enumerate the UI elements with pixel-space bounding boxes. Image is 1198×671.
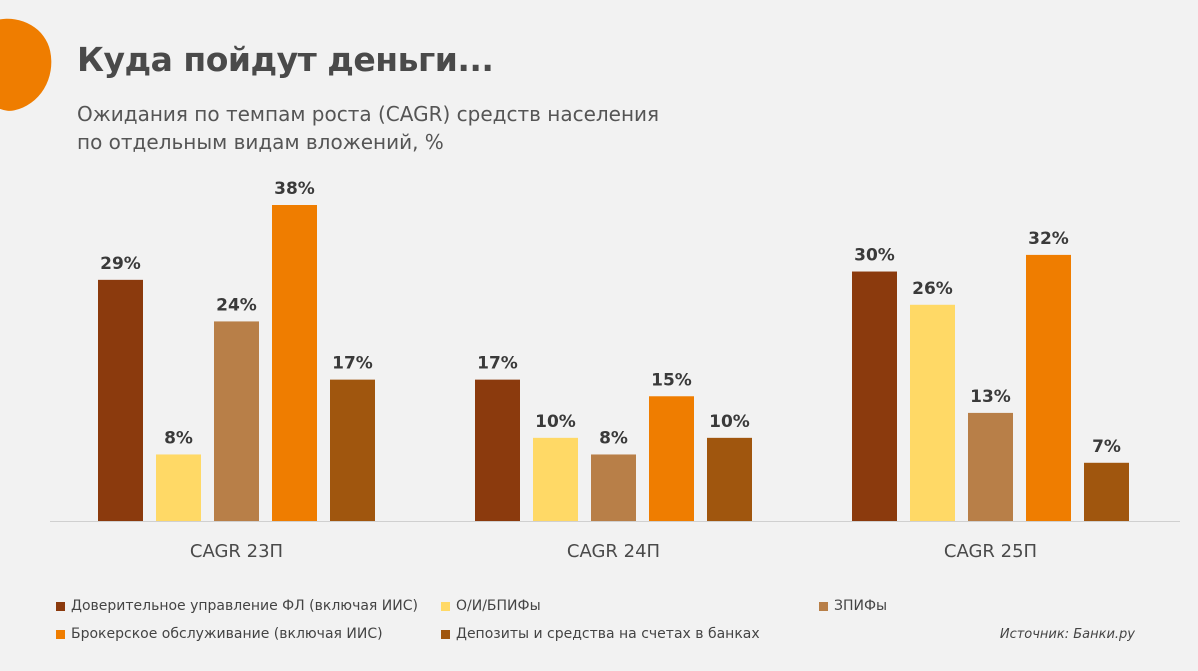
subtitle-line-1: Ожидания по темпам роста (CAGR) средств … (77, 102, 660, 126)
bar (272, 205, 317, 521)
bar (852, 271, 897, 521)
legend-item-open-funds: О/И/БПИФы (441, 598, 541, 614)
data-label: 10% (535, 412, 576, 432)
page-title: Куда пойдут деньги... (77, 40, 494, 79)
data-label: 29% (100, 254, 141, 274)
bar (330, 379, 375, 521)
data-label: 13% (970, 387, 1011, 407)
data-label: 32% (1028, 229, 1069, 249)
legend-item-deposits: Депозиты и средства на счетах в банках (441, 626, 760, 642)
source-note: Источник: Банки.ру (999, 627, 1135, 642)
data-label: 8% (164, 428, 193, 448)
bar (707, 437, 752, 521)
legend-swatch (56, 601, 65, 611)
data-label: 8% (599, 428, 628, 448)
data-label: 30% (854, 246, 895, 266)
data-label: 17% (332, 354, 373, 374)
data-label: 38% (274, 179, 315, 199)
legend-label: Депозиты и средства на счетах в банках (456, 626, 760, 642)
data-label: 24% (216, 295, 257, 315)
legend-item-trust-management: Доверительное управление ФЛ (включая ИИС… (56, 598, 418, 614)
subtitle-line-2: по отдельным видам вложений, % (77, 130, 444, 154)
bar (98, 279, 143, 521)
chart-subtitle: Ожидания по темпам роста (CAGR) средств … (77, 100, 659, 156)
legend-label: Доверительное управление ФЛ (включая ИИС… (71, 598, 418, 614)
data-label: 7% (1092, 437, 1121, 457)
category-label: CAGR 24П (567, 541, 660, 562)
category-label: CAGR 23П (190, 541, 283, 562)
bar (1084, 462, 1129, 521)
legend-label: ЗПИФы (834, 598, 888, 614)
bar (214, 321, 259, 521)
legend-swatch (56, 629, 65, 639)
bar (649, 396, 694, 521)
data-label: 10% (709, 412, 750, 432)
legend-item-closed-funds: ЗПИФы (819, 598, 887, 614)
bar (533, 437, 578, 521)
legend-swatch (819, 601, 828, 611)
bar (1026, 254, 1071, 522)
bar (968, 412, 1013, 521)
legend-label: Брокерское обслуживание (включая ИИС) (71, 626, 383, 642)
legend-swatch (441, 629, 450, 639)
legend-label: О/И/БПИФы (456, 598, 541, 614)
data-label: 17% (477, 354, 518, 374)
data-label: 26% (912, 279, 953, 299)
bar (910, 304, 955, 521)
bar (591, 454, 636, 521)
legend-item-brokerage: Брокерское обслуживание (включая ИИС) (56, 626, 383, 642)
bar (475, 379, 520, 521)
bar (156, 454, 201, 521)
data-label: 15% (651, 370, 692, 390)
category-label: CAGR 25П (944, 541, 1037, 562)
legend-swatch (441, 601, 450, 611)
